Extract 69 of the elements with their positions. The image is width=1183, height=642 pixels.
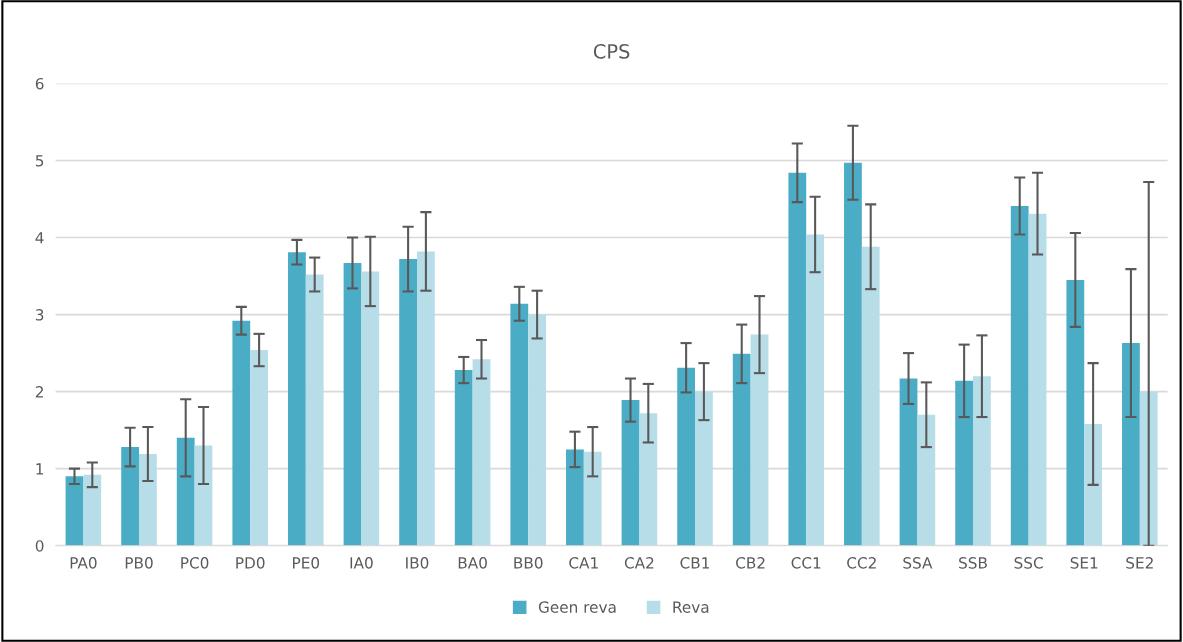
legend-label: Geen reva	[538, 601, 616, 613]
x-tick-label: BB0	[514, 557, 543, 569]
x-tick-label: PA0	[70, 557, 97, 569]
bar	[1010, 205, 1029, 546]
x-tick-label: PE0	[293, 557, 320, 569]
y-tick-label: 0	[35, 540, 44, 552]
x-tick-label: CA2	[624, 557, 654, 569]
bar	[399, 259, 418, 546]
x-tick-label: CC1	[791, 557, 821, 569]
legend-label: Reva	[673, 601, 709, 613]
bar	[806, 234, 825, 546]
bar	[83, 474, 102, 546]
bar	[1028, 213, 1047, 546]
bar	[528, 314, 546, 546]
x-tick-label: SE1	[1070, 557, 1098, 569]
x-tick-label: SSA	[903, 557, 933, 569]
bar	[583, 451, 602, 546]
x-tick-label: CC2	[847, 557, 876, 569]
bar	[677, 367, 696, 546]
y-tick-label: 2	[35, 386, 43, 398]
bar	[417, 251, 435, 546]
bar	[1122, 343, 1140, 546]
x-tick-label: IB0	[406, 557, 429, 569]
x-tick-label: PD0	[236, 557, 265, 569]
x-tick-label: PB0	[125, 557, 153, 569]
bar	[472, 359, 491, 546]
bar	[566, 449, 584, 546]
x-tick-label: CB1	[680, 557, 710, 569]
bar	[343, 262, 362, 546]
y-tick-label: 5	[35, 155, 44, 167]
bar	[288, 252, 306, 546]
x-tick-label: SSB	[959, 557, 987, 569]
x-tick-label: IA0	[350, 557, 373, 569]
x-tick-label: SE2	[1126, 557, 1153, 569]
bar	[973, 376, 991, 546]
bar	[454, 370, 473, 546]
bar	[955, 380, 974, 546]
bar	[917, 414, 936, 546]
bar	[750, 334, 769, 546]
y-tick-label: 1	[36, 463, 44, 475]
x-tick-label: BA0	[458, 557, 487, 569]
bar	[176, 437, 195, 546]
y-tick-label: 4	[35, 232, 44, 244]
y-tick-label: 3	[35, 309, 44, 321]
bar	[899, 378, 918, 546]
chart-title: CPS	[593, 44, 630, 59]
bar	[621, 400, 640, 546]
bar	[788, 172, 807, 546]
x-tick-label: CA1	[569, 557, 598, 569]
x-tick-label: PC0	[181, 557, 209, 569]
bar	[250, 350, 268, 546]
bar	[194, 445, 213, 546]
bar	[305, 274, 324, 546]
y-tick-label: 6	[35, 77, 44, 90]
bar	[121, 447, 139, 546]
bar	[1084, 423, 1103, 546]
x-tick-label: CB2	[736, 557, 765, 569]
bar	[1066, 279, 1085, 546]
bar	[510, 303, 529, 546]
bar	[861, 246, 880, 546]
bar	[844, 162, 862, 546]
bar	[139, 454, 157, 546]
bar	[695, 391, 713, 546]
bar	[639, 413, 658, 546]
bar	[732, 353, 751, 546]
bar	[65, 476, 84, 546]
bar	[232, 320, 251, 546]
bar	[361, 271, 380, 546]
x-tick-label: SSC	[1014, 557, 1043, 569]
